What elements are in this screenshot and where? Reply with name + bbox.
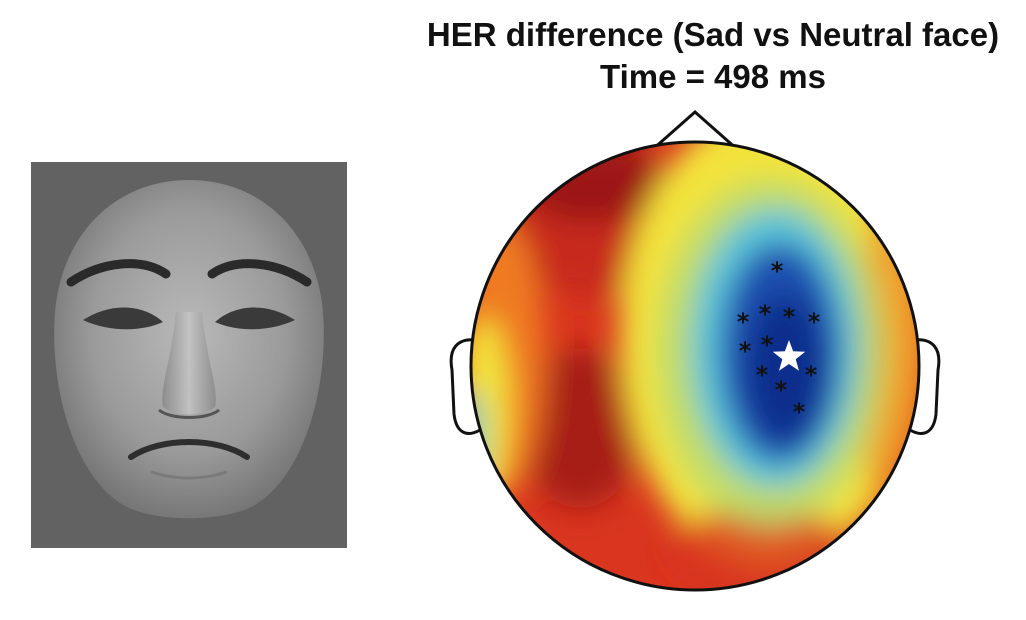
- significant-electrodes: ** * * ** ** ***: [737, 257, 821, 426]
- electrode-asterisk-icon: *: [793, 398, 806, 426]
- electrode-asterisk-icon: *: [761, 331, 774, 359]
- electrode-asterisk-icon: *: [739, 337, 752, 365]
- electrode-asterisk-icon: *: [771, 257, 784, 285]
- peak-electrode-star-icon: [772, 340, 806, 371]
- electrode-asterisk-icon: *: [775, 376, 788, 404]
- electrode-asterisk-icon: *: [805, 361, 818, 389]
- head-outline: [469, 140, 921, 592]
- electrode-asterisk-icon: *: [808, 308, 821, 336]
- sad-face-photo: [31, 162, 347, 548]
- figure-title-block: HER difference (Sad vs Neutral face) Tim…: [400, 14, 1026, 98]
- electrode-asterisk-icon: *: [756, 361, 769, 389]
- figure-title: HER difference (Sad vs Neutral face): [426, 16, 1000, 53]
- electrode-asterisk-icon: *: [737, 308, 750, 336]
- head-nose-outline: [651, 109, 739, 152]
- electrode-asterisk-icon: *: [759, 300, 772, 328]
- electrode-asterisk-icon: *: [783, 303, 796, 331]
- figure-subtitle: Time = 498 ms: [600, 58, 826, 95]
- scalp-topography-map: ** * * ** ** ***: [449, 109, 941, 592]
